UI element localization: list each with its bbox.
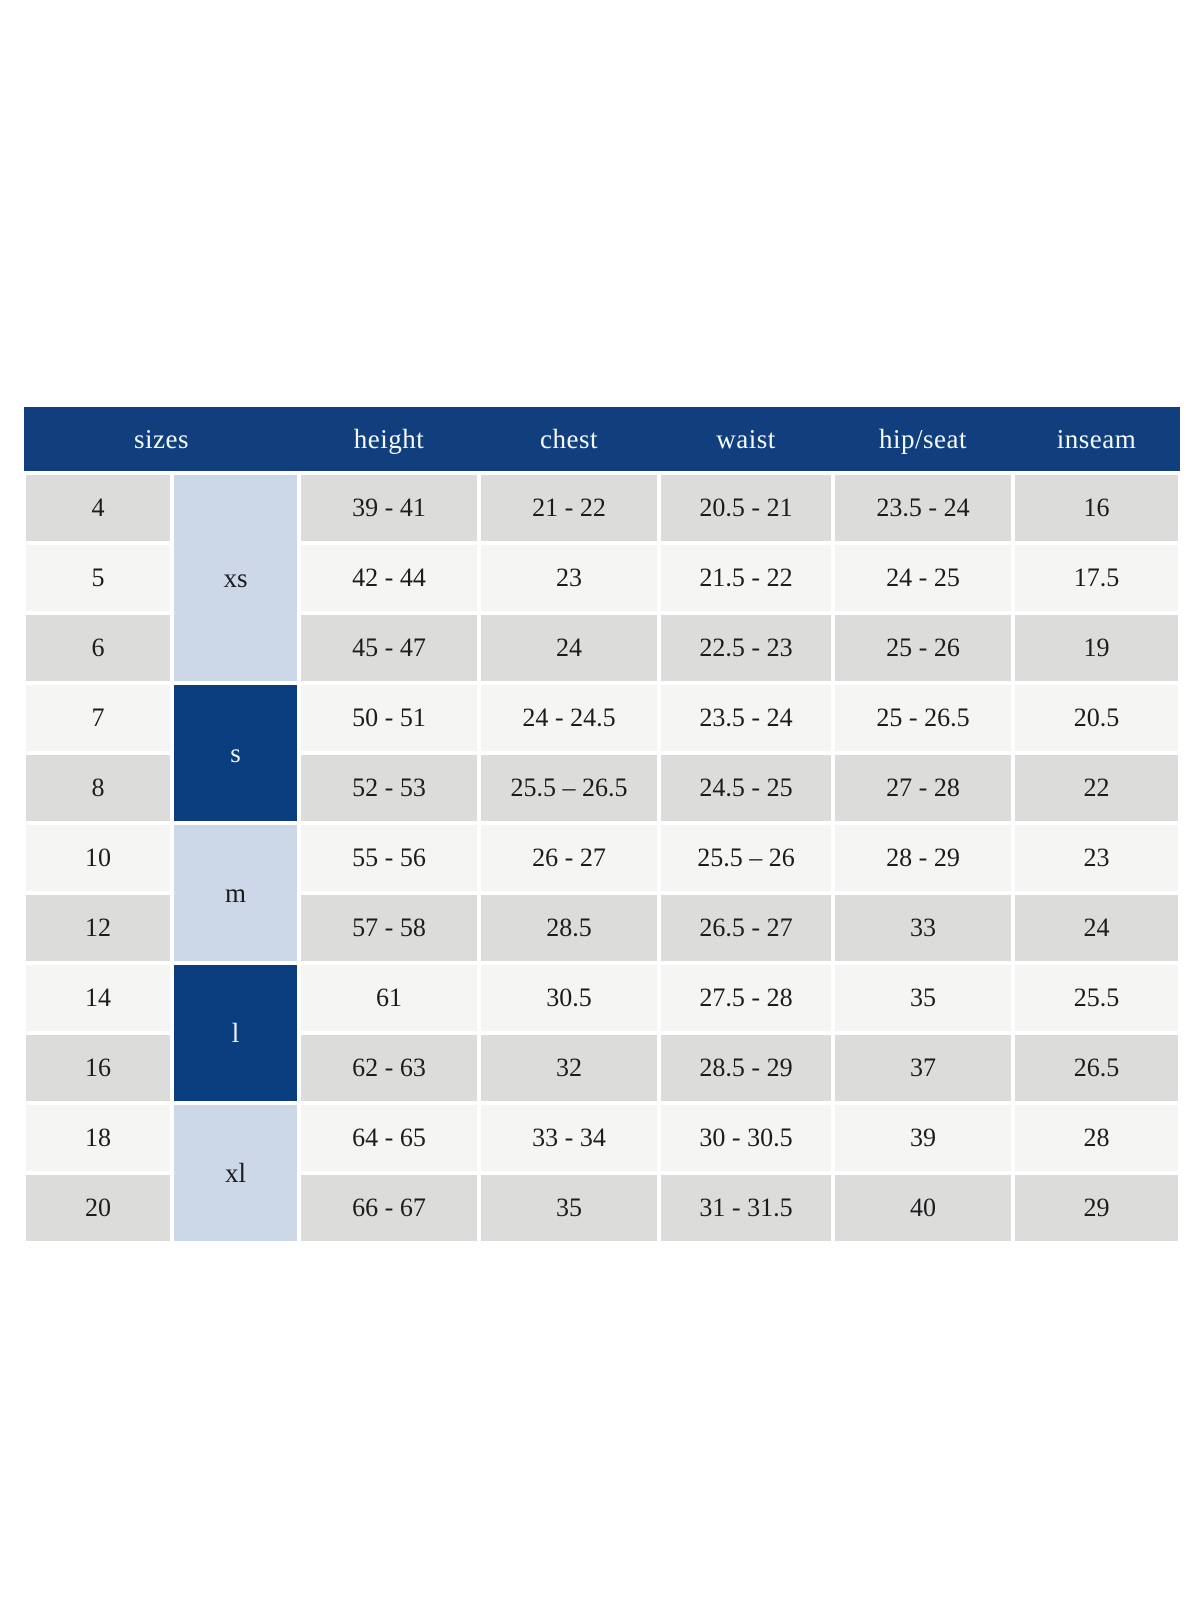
chest-cell: 25.5 – 26.5 [477, 751, 662, 825]
chest-cell: 33 - 34 [477, 1101, 662, 1175]
header-sizes: sizes [24, 407, 300, 473]
inseam-cell: 25.5 [1011, 961, 1183, 1035]
chest-cell: 35 [477, 1171, 662, 1245]
size-cell: 7 [22, 681, 174, 755]
hip-seat-cell: 35 [831, 961, 1016, 1035]
height-cell: 64 - 65 [297, 1101, 482, 1175]
waist-cell: 23.5 - 24 [657, 681, 836, 755]
height-cell: 50 - 51 [297, 681, 482, 755]
waist-cell: 27.5 - 28 [657, 961, 836, 1035]
header-inseam: inseam [1013, 407, 1181, 473]
inseam-cell: 20.5 [1011, 681, 1183, 755]
height-cell: 39 - 41 [297, 471, 482, 545]
table-row: 12 57 - 58 28.5 26.5 - 27 33 24 [22, 891, 1183, 965]
size-cell: 8 [22, 751, 174, 825]
waist-cell: 25.5 – 26 [657, 821, 836, 895]
size-chart-table: sizes height chest waist hip/seat inseam… [22, 407, 1183, 1245]
chest-cell: 21 - 22 [477, 471, 662, 545]
chest-cell: 26 - 27 [477, 821, 662, 895]
hip-seat-cell: 37 [831, 1031, 1016, 1105]
hip-seat-cell: 39 [831, 1101, 1016, 1175]
size-cell: 14 [22, 961, 174, 1035]
table-row: 8 52 - 53 25.5 – 26.5 24.5 - 25 27 - 28 … [22, 751, 1183, 825]
header-hip-seat: hip/seat [833, 407, 1014, 473]
table-row: 4 xs 39 - 41 21 - 22 20.5 - 21 23.5 - 24… [22, 471, 1183, 685]
height-cell: 42 - 44 [297, 541, 482, 615]
waist-cell: 22.5 - 23 [657, 611, 836, 685]
inseam-cell: 28 [1011, 1101, 1183, 1175]
waist-cell: 20.5 - 21 [657, 471, 836, 545]
height-cell: 52 - 53 [297, 751, 482, 825]
height-cell: 62 - 63 [297, 1031, 482, 1105]
height-cell: 57 - 58 [297, 891, 482, 965]
waist-cell: 21.5 - 22 [657, 541, 836, 615]
waist-cell: 24.5 - 25 [657, 751, 836, 825]
height-cell: 55 - 56 [297, 821, 482, 895]
size-cell: 18 [22, 1101, 174, 1175]
table-row: 18 xl 64 - 65 33 - 34 30 - 30.5 39 28 [22, 1101, 1183, 1245]
hip-seat-cell: 23.5 - 24 [831, 471, 1016, 545]
size-cell: 20 [22, 1171, 174, 1245]
size-group-m: m [169, 821, 302, 965]
inseam-cell: 19 [1011, 611, 1183, 685]
hip-seat-cell: 25 - 26 [831, 611, 1016, 685]
inseam-cell: 17.5 [1011, 541, 1183, 615]
header-row: sizes height chest waist hip/seat inseam [24, 407, 1181, 473]
table-row: 14 l 61 30.5 27.5 - 28 35 25.5 [22, 961, 1183, 1105]
header-chest: chest [479, 407, 660, 473]
size-group-xl: xl [169, 1101, 302, 1245]
hip-seat-cell: 40 [831, 1171, 1016, 1245]
waist-cell: 26.5 - 27 [657, 891, 836, 965]
height-cell: 45 - 47 [297, 611, 482, 685]
header-height: height [299, 407, 480, 473]
size-cell: 12 [22, 891, 174, 965]
header-waist: waist [659, 407, 834, 473]
table-row: 7 s 50 - 51 24 - 24.5 23.5 - 24 25 - 26.… [22, 681, 1183, 825]
chest-cell: 32 [477, 1031, 662, 1105]
hip-seat-cell: 25 - 26.5 [831, 681, 1016, 755]
size-cell: 6 [22, 611, 174, 685]
table-row: 20 66 - 67 35 31 - 31.5 40 29 [22, 1171, 1183, 1245]
height-cell: 61 [297, 961, 482, 1035]
size-group-s: s [169, 681, 302, 825]
hip-seat-cell: 33 [831, 891, 1016, 965]
hip-seat-cell: 24 - 25 [831, 541, 1016, 615]
inseam-cell: 24 [1011, 891, 1183, 965]
chest-cell: 24 [477, 611, 662, 685]
inseam-cell: 26.5 [1011, 1031, 1183, 1105]
size-cell: 5 [22, 541, 174, 615]
size-group-xs: xs [169, 471, 302, 685]
size-group-l: l [169, 961, 302, 1105]
inseam-cell: 29 [1011, 1171, 1183, 1245]
chest-cell: 28.5 [477, 891, 662, 965]
height-cell: 66 - 67 [297, 1171, 482, 1245]
table-row: 10 m 55 - 56 26 - 27 25.5 – 26 28 - 29 2… [22, 821, 1183, 965]
waist-cell: 28.5 - 29 [657, 1031, 836, 1105]
table-row: 5 42 - 44 23 21.5 - 22 24 - 25 17.5 [22, 541, 1183, 615]
size-cell: 4 [22, 471, 174, 545]
size-cell: 16 [22, 1031, 174, 1105]
waist-cell: 31 - 31.5 [657, 1171, 836, 1245]
waist-cell: 30 - 30.5 [657, 1101, 836, 1175]
hip-seat-cell: 27 - 28 [831, 751, 1016, 825]
hip-seat-cell: 28 - 29 [831, 821, 1016, 895]
table-row: 6 45 - 47 24 22.5 - 23 25 - 26 19 [22, 611, 1183, 685]
inseam-cell: 22 [1011, 751, 1183, 825]
size-cell: 10 [22, 821, 174, 895]
inseam-cell: 16 [1011, 471, 1183, 545]
inseam-cell: 23 [1011, 821, 1183, 895]
chest-cell: 23 [477, 541, 662, 615]
table-row: 16 62 - 63 32 28.5 - 29 37 26.5 [22, 1031, 1183, 1105]
chest-cell: 30.5 [477, 961, 662, 1035]
chest-cell: 24 - 24.5 [477, 681, 662, 755]
